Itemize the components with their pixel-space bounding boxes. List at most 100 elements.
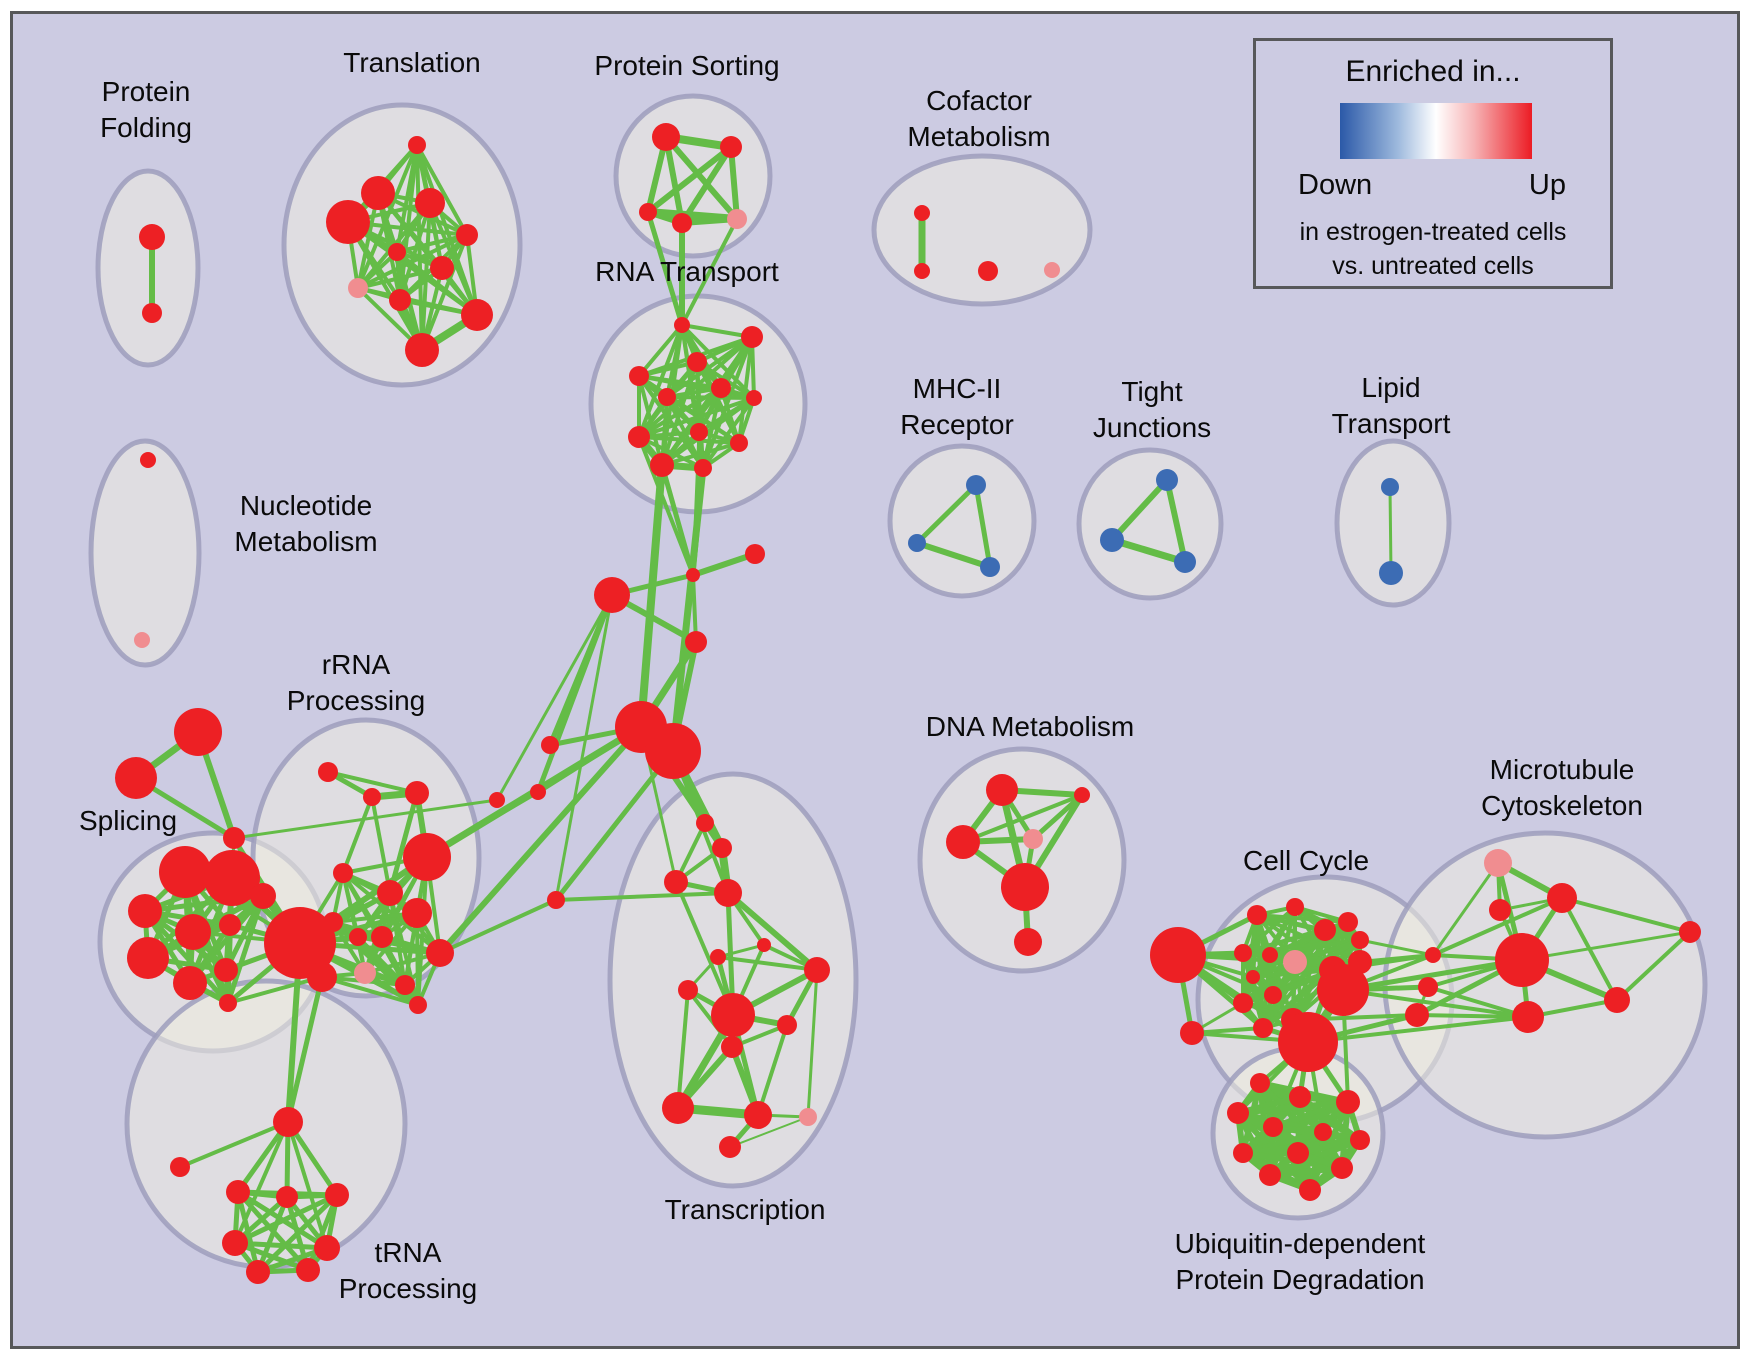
network-node-cf4[interactable] [1044,262,1060,278]
network-node-tj3[interactable] [1174,551,1196,573]
network-node-rt3[interactable] [687,352,707,372]
network-node-sp3[interactable] [223,827,245,849]
network-node-rr12[interactable] [395,975,415,995]
network-node-hb2[interactable] [645,723,701,779]
network-node-rt10[interactable] [730,434,748,452]
network-node-ps5[interactable] [727,209,747,229]
network-node-tc12[interactable] [662,1092,694,1124]
network-node-tr3[interactable] [415,188,445,218]
network-node-cc18[interactable] [1233,993,1253,1013]
network-node-pf2[interactable] [142,303,162,323]
network-node-sp1[interactable] [174,708,222,756]
network-node-sp10[interactable] [127,937,169,979]
network-node-tc6[interactable] [757,938,771,952]
network-node-cc16[interactable] [1278,1012,1338,1072]
network-node-rt11[interactable] [650,453,674,477]
network-node-mh2[interactable] [908,534,926,552]
network-node-rr3[interactable] [405,781,429,805]
network-node-cc4[interactable] [1314,919,1336,941]
network-node-tr11[interactable] [405,333,439,367]
network-node-mt5[interactable] [1604,987,1630,1013]
network-node-lt2[interactable] [1379,561,1403,585]
network-node-cc6[interactable] [1351,931,1369,949]
network-node-dm3[interactable] [946,825,980,859]
network-node-cc2[interactable] [1247,905,1267,925]
network-node-sp6[interactable] [128,894,162,928]
network-node-cf3[interactable] [978,261,998,281]
network-node-hub2[interactable] [307,962,337,992]
network-node-cc9[interactable] [1283,950,1307,974]
network-node-ch1[interactable] [594,577,630,613]
network-node-tc5[interactable] [710,949,726,965]
network-node-lt1[interactable] [1381,478,1399,496]
network-node-rt2[interactable] [741,326,763,348]
network-node-rt6[interactable] [711,378,731,398]
network-node-ch2[interactable] [686,568,700,582]
network-node-tr4[interactable] [326,200,370,244]
network-node-bd1[interactable] [1405,1003,1429,1027]
network-node-rr10[interactable] [371,926,393,948]
network-node-tc11[interactable] [721,1036,743,1058]
network-node-ub7[interactable] [1350,1130,1370,1150]
network-node-tr8[interactable] [348,278,368,298]
network-node-cc8[interactable] [1262,947,1278,963]
network-node-ub2[interactable] [1289,1086,1311,1108]
network-node-ub5[interactable] [1263,1117,1283,1137]
network-node-rr6[interactable] [403,833,451,881]
network-node-cc3[interactable] [1286,898,1304,916]
network-node-tr7[interactable] [430,256,454,280]
network-node-ps4[interactable] [672,213,692,233]
network-node-sp5[interactable] [204,850,260,906]
network-node-rt9[interactable] [628,426,650,448]
network-node-tn6[interactable] [314,1235,340,1261]
network-node-tc2[interactable] [712,838,732,858]
network-node-cf1[interactable] [914,205,930,221]
network-node-ub9[interactable] [1287,1142,1309,1164]
network-node-bd2[interactable] [1418,977,1438,997]
network-node-ub12[interactable] [1299,1179,1321,1201]
network-node-cc17[interactable] [1253,1018,1273,1038]
network-node-ub6[interactable] [1314,1123,1332,1141]
network-node-cc13[interactable] [1264,986,1282,1004]
network-node-rr8[interactable] [323,912,343,932]
network-node-tr6[interactable] [388,243,406,261]
network-node-mt2[interactable] [1547,883,1577,913]
network-node-sp12[interactable] [214,958,238,982]
network-node-ch3[interactable] [745,544,765,564]
network-node-dm5[interactable] [1001,863,1049,911]
network-node-tn2[interactable] [226,1180,250,1204]
network-node-cc0[interactable] [1150,927,1206,983]
network-node-tc15[interactable] [719,1136,741,1158]
network-node-rr13[interactable] [426,939,454,967]
network-node-tc7[interactable] [804,957,830,983]
network-node-mh1[interactable] [966,475,986,495]
network-node-rr7[interactable] [402,898,432,928]
network-node-dm6[interactable] [1014,928,1042,956]
network-node-tr1[interactable] [408,136,426,154]
network-node-pf1[interactable] [139,224,165,250]
network-node-cn1[interactable] [489,792,505,808]
network-node-hub1[interactable] [264,907,336,979]
network-node-rr14[interactable] [409,996,427,1014]
network-node-rr5[interactable] [377,880,403,906]
network-node-rt12[interactable] [694,459,712,477]
network-node-sp7[interactable] [175,914,211,950]
network-node-ub1[interactable] [1250,1073,1270,1093]
network-node-rt5[interactable] [658,388,676,406]
network-node-cn3[interactable] [530,784,546,800]
network-node-mt1[interactable] [1484,849,1512,877]
network-node-ps2[interactable] [720,136,742,158]
network-node-rr4[interactable] [333,863,353,883]
network-node-tn5[interactable] [222,1230,248,1256]
network-node-rr2[interactable] [363,788,381,806]
network-node-ub11[interactable] [1259,1164,1281,1186]
network-node-ps3[interactable] [639,203,657,221]
network-node-tc10[interactable] [777,1015,797,1035]
network-node-sp8[interactable] [219,914,241,936]
network-node-cf2[interactable] [914,263,930,279]
network-node-tn3[interactable] [276,1186,298,1208]
network-node-ub3[interactable] [1336,1090,1360,1114]
network-node-tr5[interactable] [456,224,478,246]
network-node-rr9[interactable] [349,928,367,946]
network-node-ub4[interactable] [1227,1102,1249,1124]
